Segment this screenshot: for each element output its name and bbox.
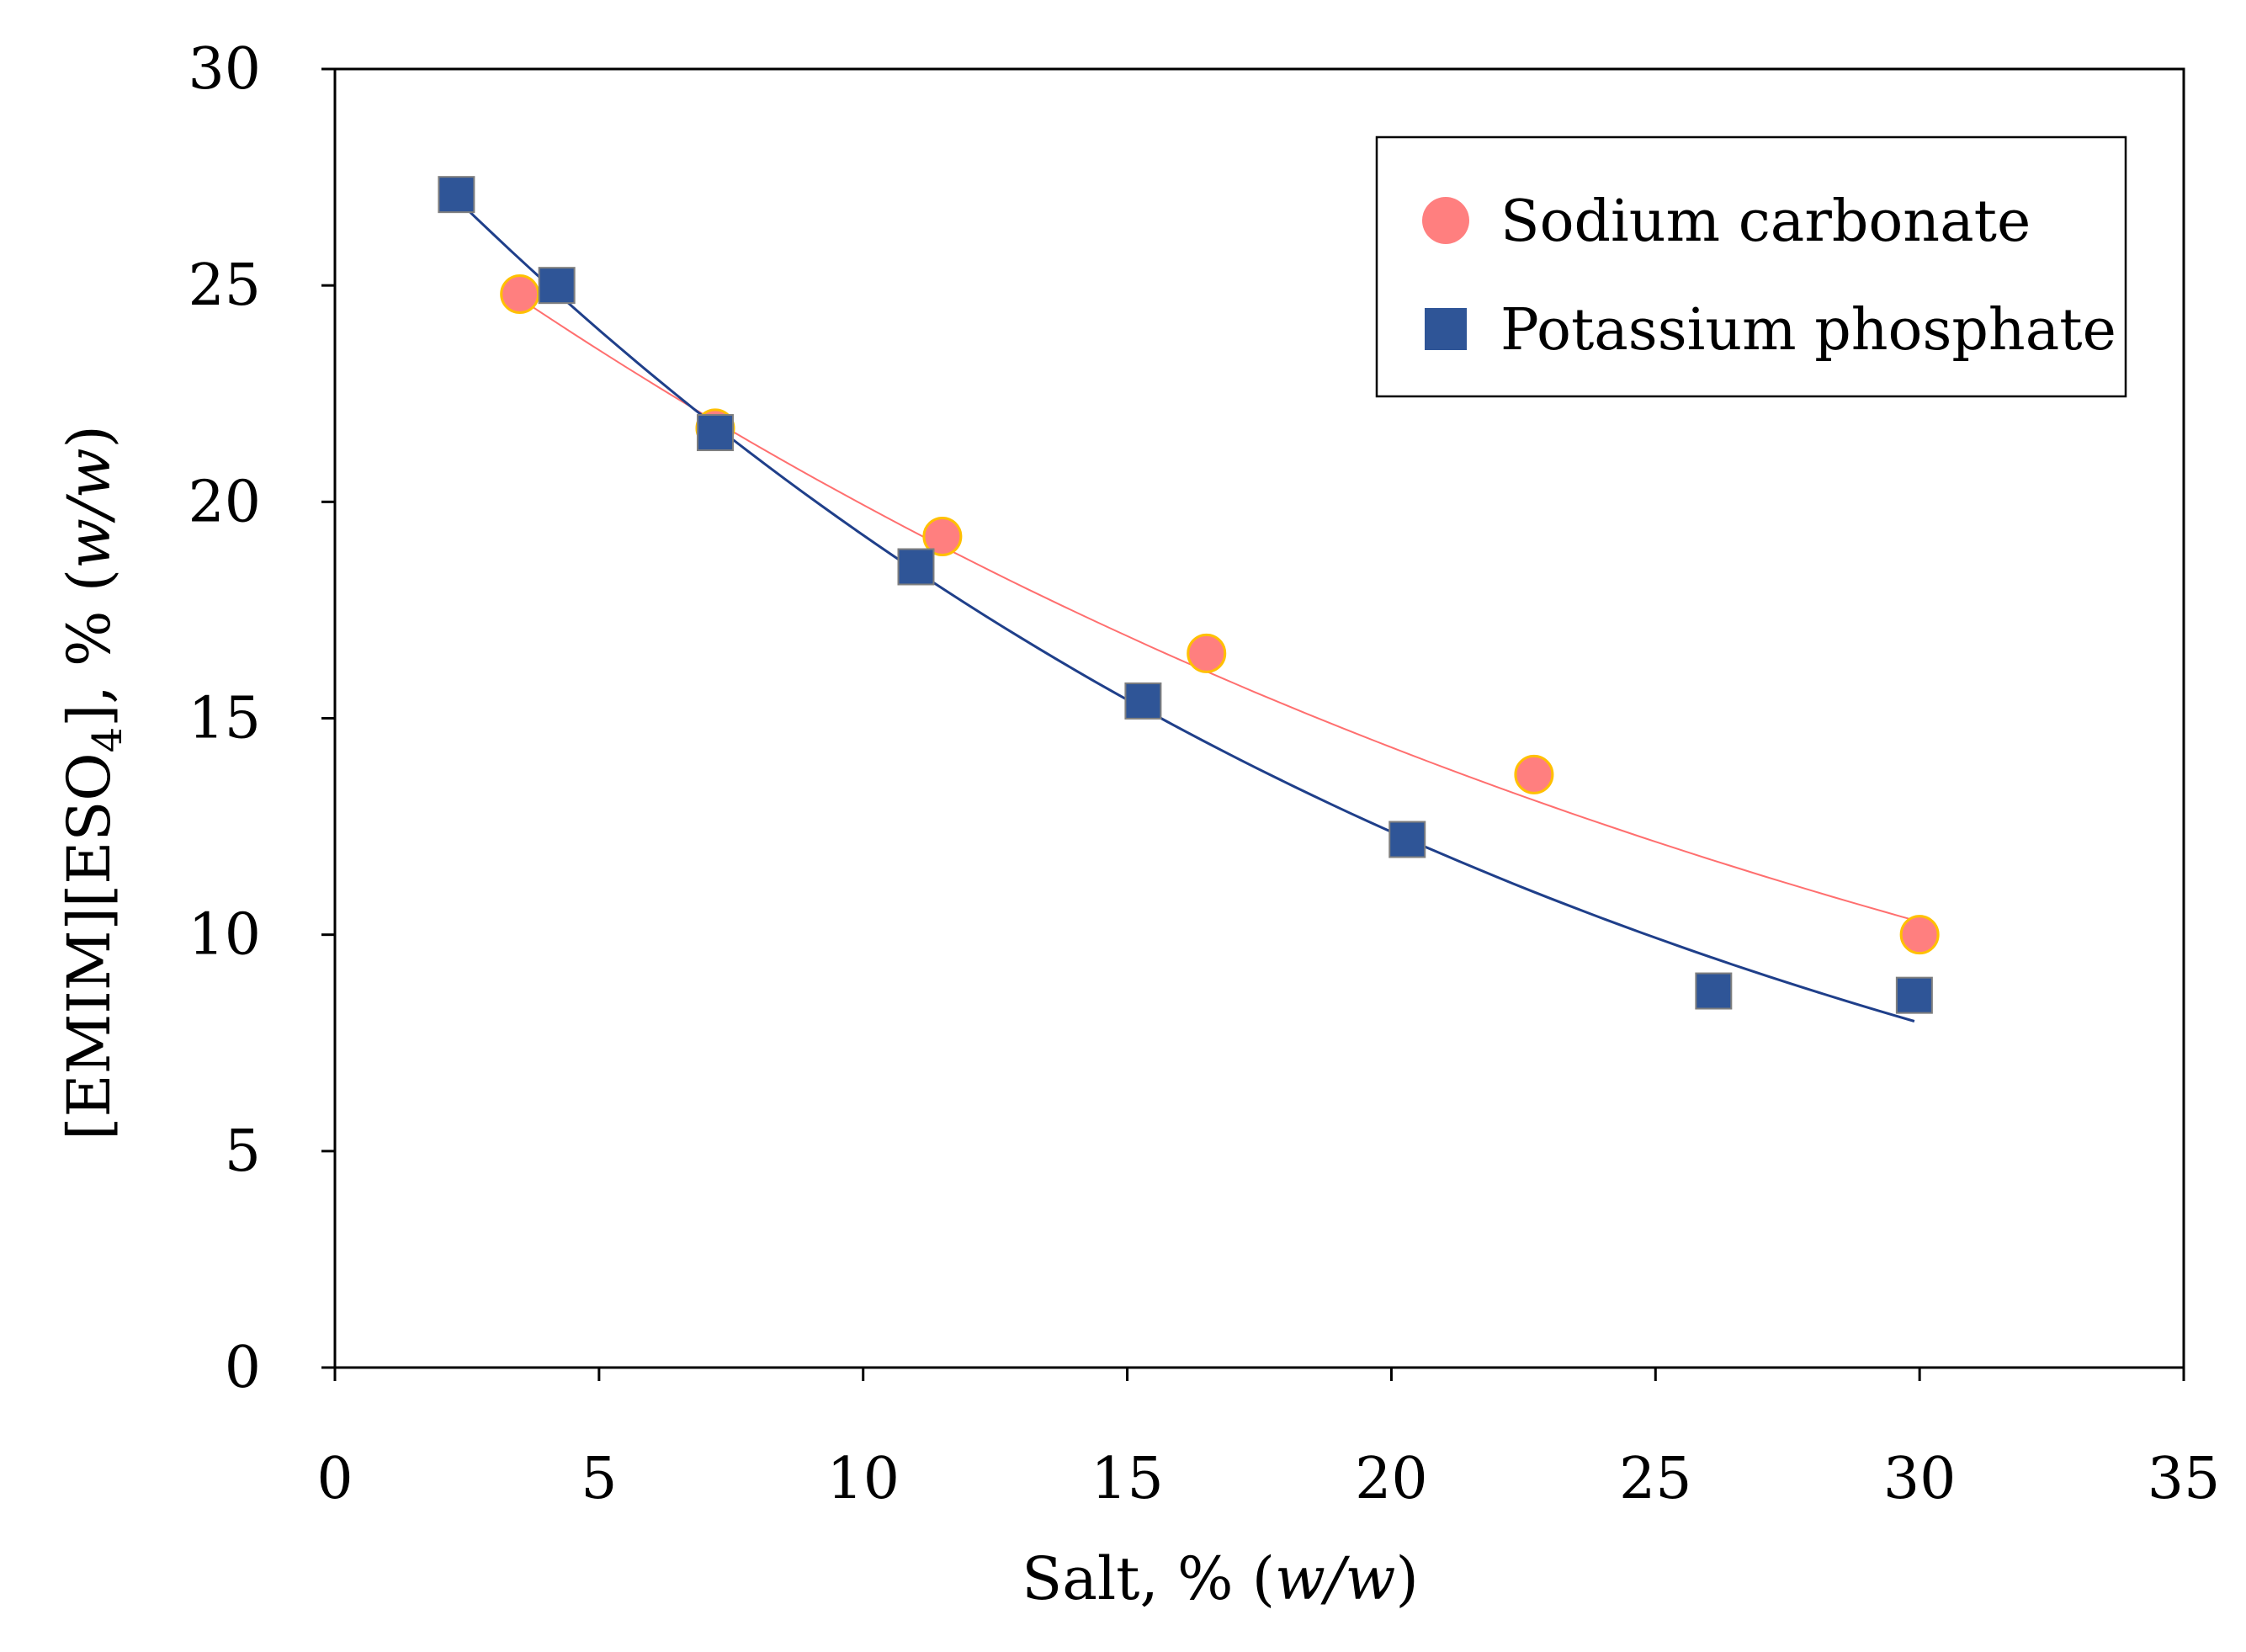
data-point-potassium-phosphate bbox=[438, 176, 475, 214]
data-point-potassium-phosphate bbox=[1895, 976, 1933, 1014]
x-tick-label: 30 bbox=[1883, 1446, 1957, 1512]
x-tick-label: 15 bbox=[1091, 1446, 1164, 1512]
data-point-sodium-carbonate bbox=[922, 516, 963, 556]
y-tick-label: 20 bbox=[188, 469, 261, 535]
legend: Sodium carbonate Potassium phosphate bbox=[1375, 135, 2127, 398]
data-point-potassium-phosphate bbox=[1695, 972, 1733, 1010]
x-tick-label: 5 bbox=[581, 1446, 617, 1512]
legend-box bbox=[1375, 135, 2127, 398]
data-point-sodium-carbonate bbox=[500, 274, 540, 314]
x-tick-label: 35 bbox=[2148, 1446, 2221, 1512]
legend-marker-sodium-carbonate bbox=[1422, 197, 1469, 244]
y-tick-label: 10 bbox=[188, 902, 261, 969]
y-axis-title: [EMIM][ESO4], % (w/w) bbox=[55, 425, 131, 1140]
x-axis: 0 5 10 15 20 25 30 35 bbox=[316, 1368, 2220, 1512]
data-point-potassium-phosphate bbox=[1388, 821, 1426, 858]
x-axis-title: Salt, % (w/w) bbox=[1022, 1544, 1419, 1613]
data-point-sodium-carbonate bbox=[1514, 754, 1554, 794]
fit-line-potassium-phosphate bbox=[455, 198, 1915, 1023]
x-tick-label: 0 bbox=[316, 1446, 353, 1512]
data-point-sodium-carbonate bbox=[1187, 633, 1227, 673]
y-tick-label: 0 bbox=[225, 1335, 261, 1401]
legend-label-sodium-carbonate: Sodium carbonate bbox=[1500, 189, 2031, 255]
y-tick-label: 30 bbox=[188, 36, 261, 103]
legend-label-potassium-phosphate: Potassium phosphate bbox=[1500, 297, 2116, 364]
y-axis: 0 5 10 15 20 25 30 bbox=[188, 36, 335, 1401]
y-tick-label: 15 bbox=[188, 686, 261, 752]
x-tick-label: 20 bbox=[1355, 1446, 1428, 1512]
data-point-potassium-phosphate bbox=[1124, 682, 1162, 720]
data-point-sodium-carbonate bbox=[1899, 915, 1940, 955]
x-tick-label: 10 bbox=[826, 1446, 900, 1512]
x-tick-label: 25 bbox=[1619, 1446, 1692, 1512]
data-point-potassium-phosphate bbox=[538, 267, 576, 305]
y-tick-label: 5 bbox=[225, 1118, 261, 1185]
y-tick-label: 25 bbox=[188, 252, 261, 319]
fit-lines bbox=[455, 198, 1920, 1023]
legend-marker-potassium-phosphate bbox=[1425, 308, 1467, 350]
data-point-potassium-phosphate bbox=[696, 414, 734, 452]
data-point-potassium-phosphate bbox=[897, 548, 935, 586]
fit-line-sodium-carbonate bbox=[519, 297, 1920, 923]
data-markers bbox=[438, 176, 1940, 1014]
